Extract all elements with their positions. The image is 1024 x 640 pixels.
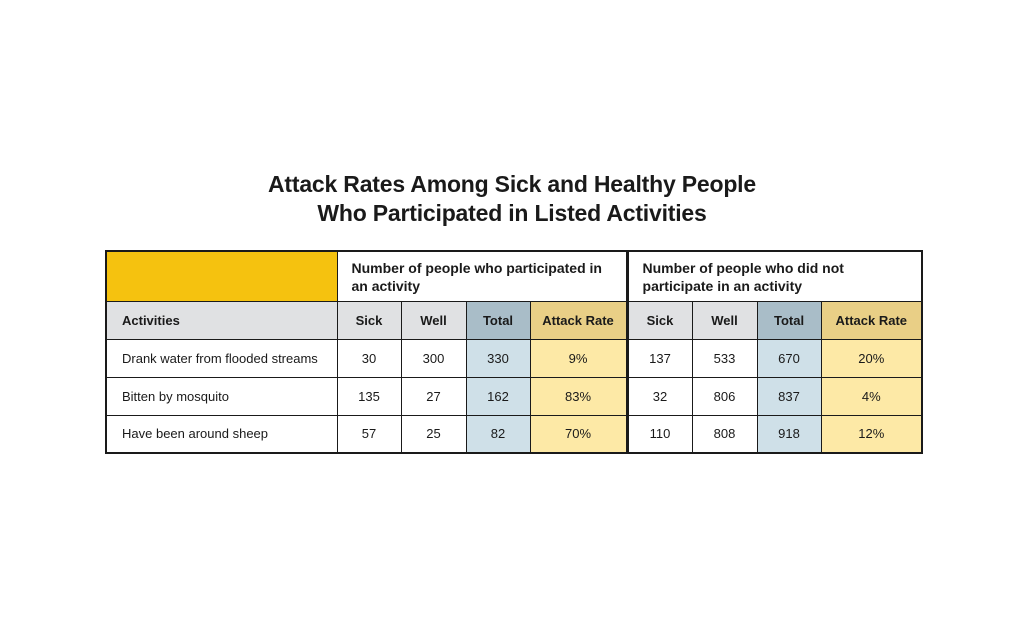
header-n-sick: Sick	[625, 300, 693, 340]
p-well-value: 300	[400, 338, 467, 378]
n-sick-value: 32	[625, 376, 693, 416]
p-well-value: 25	[400, 414, 467, 454]
table-row: Drank water from flooded streams 30 300 …	[105, 338, 923, 378]
group-header-row: Number of people who participated in an …	[105, 250, 923, 302]
table-row: Bitten by mosquito 135 27 162 83% 32 806…	[105, 376, 923, 416]
group-not-participated: Number of people who did not participate…	[625, 250, 923, 302]
n-well-value: 808	[691, 414, 758, 454]
table-row: Have been around sheep 57 25 82 70% 110 …	[105, 414, 923, 454]
n-attack-rate-value: 12%	[820, 414, 923, 454]
header-p-well: Well	[400, 300, 467, 340]
header-p-sick: Sick	[336, 300, 402, 340]
n-attack-rate-value: 20%	[820, 338, 923, 378]
p-attack-rate-value: 70%	[529, 414, 628, 454]
header-n-total: Total	[756, 300, 822, 340]
n-sick-value: 110	[625, 414, 693, 454]
title-line-2: Who Participated in Listed Activities	[317, 200, 707, 226]
activity-label: Have been around sheep	[105, 414, 338, 454]
p-sick-value: 30	[336, 338, 402, 378]
title-line-1: Attack Rates Among Sick and Healthy Peop…	[268, 171, 756, 197]
header-p-attack-rate: Attack Rate	[529, 300, 628, 340]
p-sick-value: 135	[336, 376, 402, 416]
page-title: Attack Rates Among Sick and Healthy Peop…	[0, 170, 1024, 228]
p-total-value: 82	[465, 414, 531, 454]
p-sick-value: 57	[336, 414, 402, 454]
group-participated: Number of people who participated in an …	[336, 250, 628, 302]
n-well-value: 806	[691, 376, 758, 416]
n-attack-rate-value: 4%	[820, 376, 923, 416]
header-activities: Activities	[105, 300, 338, 340]
p-well-value: 27	[400, 376, 467, 416]
n-total-value: 837	[756, 376, 822, 416]
n-total-value: 670	[756, 338, 822, 378]
p-total-value: 330	[465, 338, 531, 378]
activity-label: Drank water from flooded streams	[105, 338, 338, 378]
p-total-value: 162	[465, 376, 531, 416]
n-sick-value: 137	[625, 338, 693, 378]
n-total-value: 918	[756, 414, 822, 454]
p-attack-rate-value: 83%	[529, 376, 628, 416]
activity-label: Bitten by mosquito	[105, 376, 338, 416]
attack-rate-table: Number of people who participated in an …	[105, 250, 924, 454]
header-p-total: Total	[465, 300, 531, 340]
header-n-attack-rate: Attack Rate	[820, 300, 923, 340]
header-n-well: Well	[691, 300, 758, 340]
column-header-row: Activities Sick Well Total Attack Rate S…	[105, 300, 923, 340]
n-well-value: 533	[691, 338, 758, 378]
p-attack-rate-value: 9%	[529, 338, 628, 378]
corner-cell	[105, 250, 338, 302]
